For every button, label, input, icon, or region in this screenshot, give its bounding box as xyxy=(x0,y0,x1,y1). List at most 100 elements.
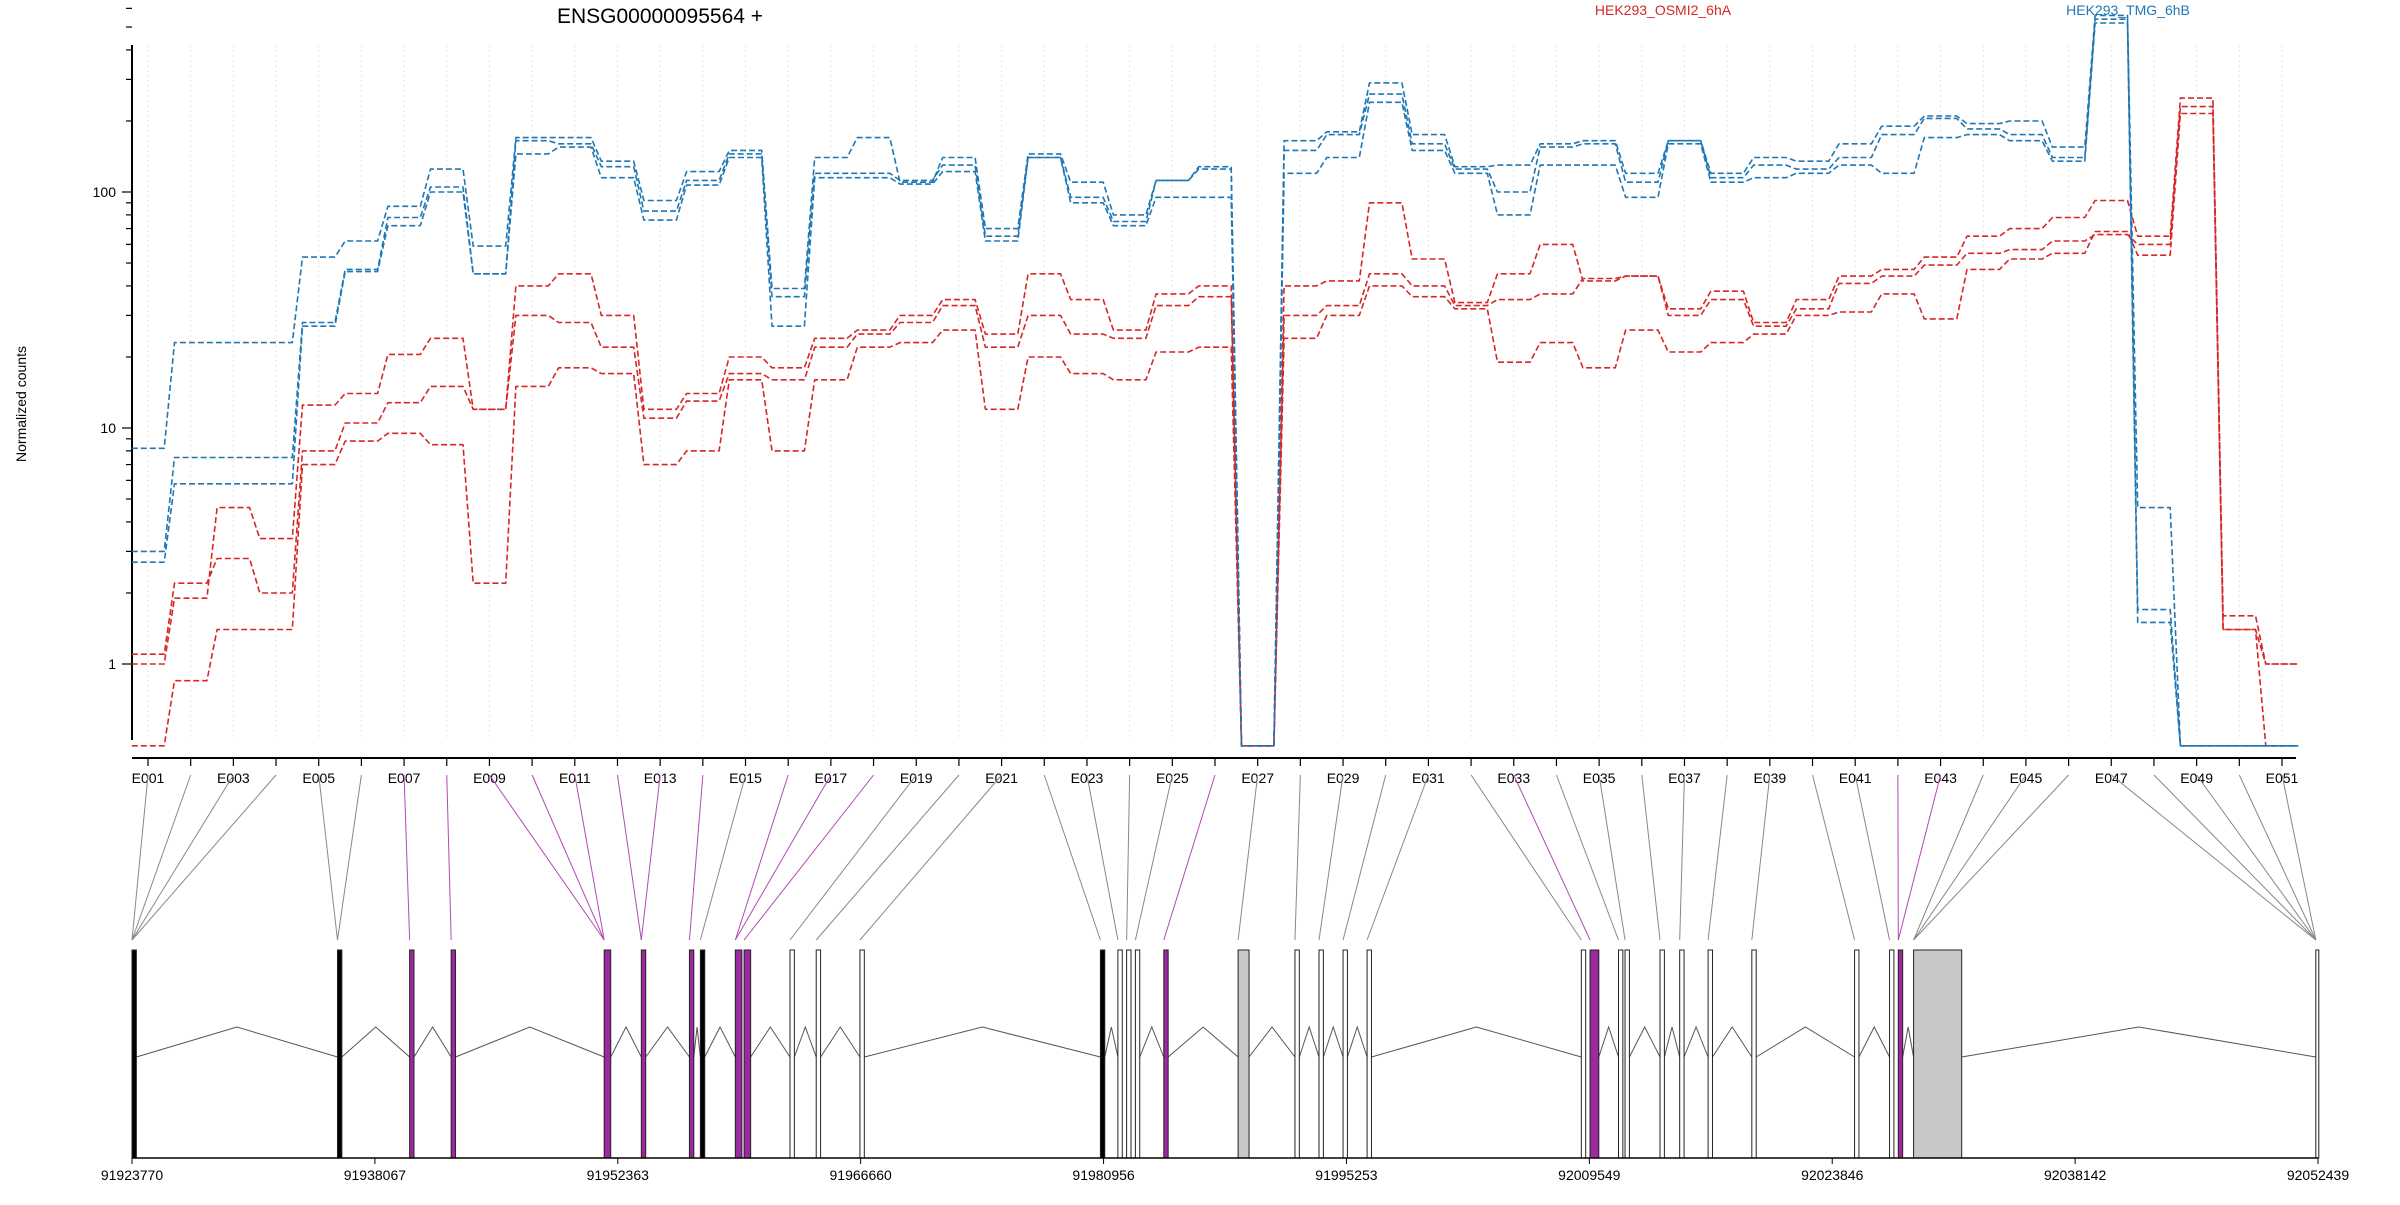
x-tick-label: E017 xyxy=(815,770,848,786)
y-tick-label: 100 xyxy=(93,184,117,200)
exon-connector xyxy=(1855,775,1889,940)
exon-connector xyxy=(860,775,1002,940)
intron-line xyxy=(1323,1027,1343,1057)
exon-connector xyxy=(1914,775,1984,940)
exon-connector xyxy=(617,775,641,940)
intron-line xyxy=(611,1027,642,1057)
intron-line xyxy=(1903,1027,1914,1057)
exon-box xyxy=(1898,950,1902,1158)
exon-box xyxy=(1855,950,1859,1158)
exon-connector xyxy=(1135,775,1172,940)
y-tick-label: 10 xyxy=(100,420,116,436)
chart-title: ENSG00000095564 + xyxy=(557,5,763,28)
x-tick-label: E019 xyxy=(900,770,933,786)
exon-connector xyxy=(1914,775,2026,940)
exon-box xyxy=(744,950,751,1158)
exon-connector xyxy=(1680,775,1685,940)
exon-box xyxy=(689,950,693,1158)
intron-line xyxy=(456,1027,605,1057)
genome-tick-label: 92052439 xyxy=(2287,1167,2350,1183)
intron-line xyxy=(864,1027,1100,1057)
x-tick-label: E041 xyxy=(1839,770,1872,786)
genome-tick-label: 91995253 xyxy=(1315,1167,1378,1183)
exon-connector xyxy=(2111,775,2316,940)
exon-connector xyxy=(2154,775,2316,940)
exon-connector xyxy=(132,775,233,940)
exon-connector xyxy=(689,775,702,940)
intron-line xyxy=(1756,1027,1854,1057)
intron-line xyxy=(342,1027,410,1057)
x-tick-label: E043 xyxy=(1924,770,1957,786)
exon-box xyxy=(1752,950,1756,1158)
x-tick-label: E025 xyxy=(1156,770,1189,786)
exon-box xyxy=(132,950,136,1158)
y-tick-label: 1 xyxy=(108,656,116,672)
x-tick-label: E015 xyxy=(729,770,762,786)
x-tick-label: E047 xyxy=(2095,770,2128,786)
exon-connector xyxy=(1752,775,1770,940)
intron-line xyxy=(1684,1027,1708,1057)
exon-box xyxy=(1590,950,1599,1158)
exon-box xyxy=(337,950,341,1158)
intron-line xyxy=(1140,1027,1164,1057)
intron-line xyxy=(794,1027,816,1057)
exon-box xyxy=(1914,950,1962,1158)
exon-connector xyxy=(735,775,788,940)
exon-connector xyxy=(1898,775,1940,940)
grid-lines xyxy=(148,45,2282,740)
exon-box xyxy=(1660,950,1664,1158)
intron-line xyxy=(1629,1027,1660,1057)
exon-connector xyxy=(1556,775,1618,940)
x-tick-label: E051 xyxy=(2266,770,2299,786)
exon-connector xyxy=(447,775,451,940)
exon-connector xyxy=(1471,775,1581,940)
exon-connector xyxy=(1514,775,1590,940)
exon-connector xyxy=(1319,775,1343,940)
intron-line xyxy=(1599,1027,1619,1057)
exon-connector xyxy=(2197,775,2316,940)
exon-connector xyxy=(641,775,660,940)
exon-box xyxy=(1890,950,1894,1158)
exon-connector xyxy=(1127,775,1130,940)
exon-box xyxy=(1319,950,1323,1158)
intron-line xyxy=(1371,1027,1581,1057)
intron-line xyxy=(1168,1027,1238,1057)
exon-box xyxy=(1135,950,1139,1158)
exon-box xyxy=(1164,950,1168,1158)
x-tick-label: E021 xyxy=(985,770,1018,786)
exon-box xyxy=(1680,950,1684,1158)
exon-box xyxy=(604,950,611,1158)
genome-tick-label: 92038142 xyxy=(2044,1167,2107,1183)
exon-connectors xyxy=(132,775,2316,940)
exon-connector xyxy=(132,775,276,940)
genome-tick-label: 91980956 xyxy=(1072,1167,1135,1183)
exon-connector xyxy=(1367,775,1428,940)
exon-connector xyxy=(735,775,831,940)
x-tick-label: E045 xyxy=(2010,770,2043,786)
exon-box xyxy=(1618,950,1622,1158)
exon-connector xyxy=(404,775,410,940)
exon-box xyxy=(2316,950,2319,1158)
exon-connector xyxy=(532,775,604,940)
exon-box xyxy=(816,950,820,1158)
exon-box xyxy=(790,950,794,1158)
exon-connector xyxy=(489,775,604,940)
exon-connector xyxy=(1914,775,2069,940)
intron-line xyxy=(1347,1027,1367,1057)
intron-line xyxy=(1962,1027,2316,1057)
exon-box xyxy=(700,950,704,1158)
exon-connector xyxy=(1295,775,1300,940)
exon-box xyxy=(1118,950,1122,1158)
x-tick-label: E049 xyxy=(2180,770,2213,786)
intron-line xyxy=(821,1027,860,1057)
exon-box xyxy=(641,950,645,1158)
genome-tick-label: 91966660 xyxy=(830,1167,893,1183)
exon-connector xyxy=(132,775,191,940)
intron-line xyxy=(1105,1027,1118,1057)
exon-box xyxy=(410,950,414,1158)
intron-line xyxy=(1859,1027,1890,1057)
exon-connector xyxy=(1813,775,1855,940)
intron-line xyxy=(705,1027,736,1057)
